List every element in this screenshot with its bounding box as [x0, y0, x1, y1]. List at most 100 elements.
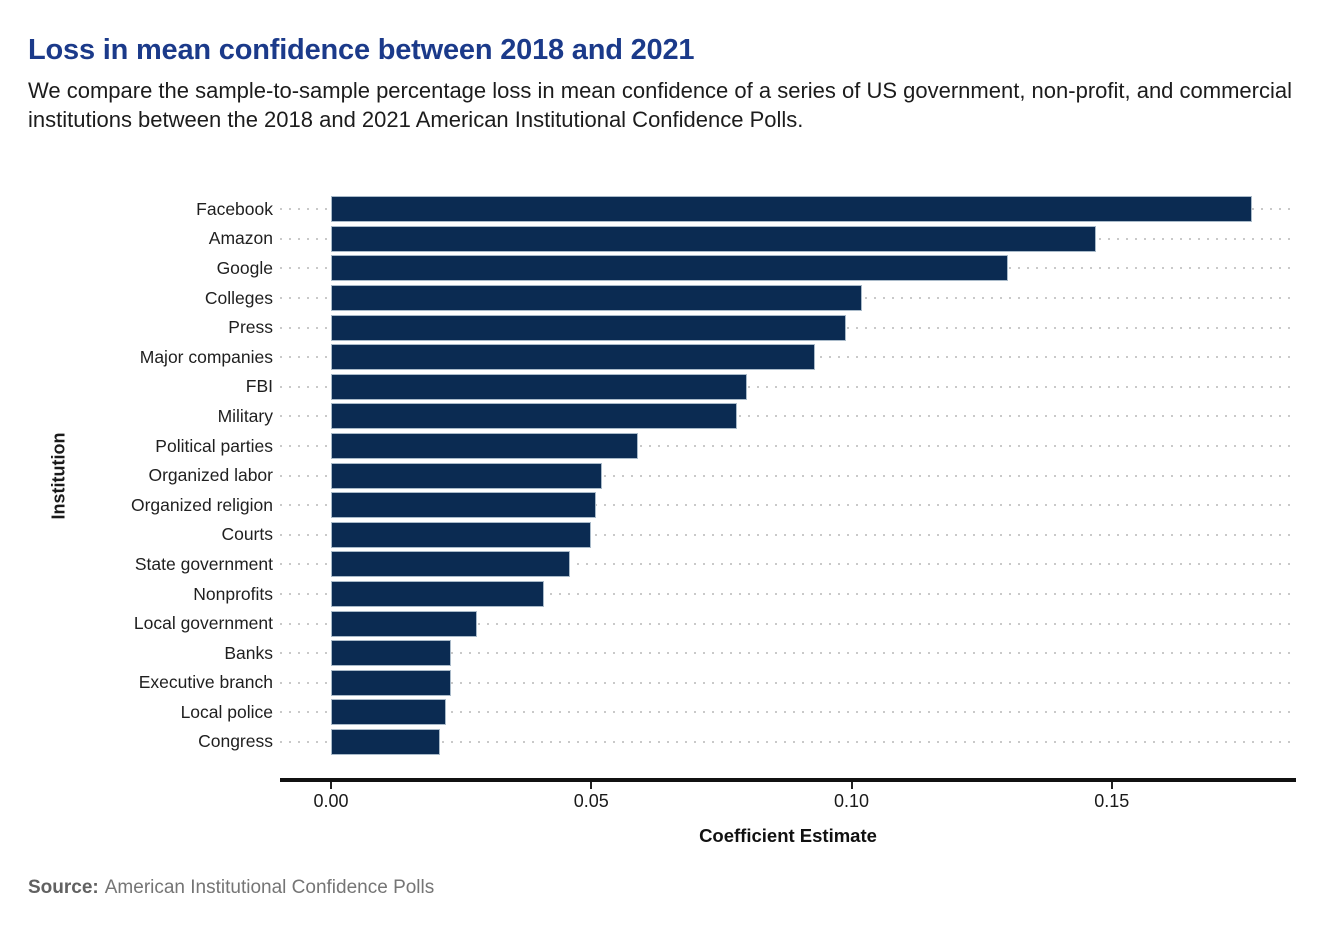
- category-label: Press: [228, 317, 273, 338]
- category-label: Nonprofits: [193, 583, 273, 604]
- plot-cell: [280, 224, 1296, 254]
- bar: [331, 669, 451, 696]
- category-label: Colleges: [204, 287, 273, 308]
- chart-row: Major companies: [28, 342, 1296, 372]
- gridline-dotted: [280, 711, 1292, 714]
- bar: [331, 314, 847, 341]
- chart-row: Press: [28, 313, 1296, 343]
- chart-row: Colleges: [28, 283, 1296, 313]
- gridline-dotted: [280, 445, 1292, 448]
- plot-cell: [280, 490, 1296, 520]
- source-note: Source: American Institutional Confidence…: [28, 877, 1296, 899]
- axis-spacer: [28, 757, 280, 816]
- figure-container: Loss in mean confidence between 2018 and…: [28, 34, 1296, 899]
- bar: [331, 373, 748, 400]
- bar: [331, 581, 545, 608]
- chart-row: Local government: [28, 609, 1296, 639]
- bar: [331, 403, 737, 430]
- chart-row: Executive branch: [28, 668, 1296, 698]
- chart-row: Amazon: [28, 224, 1296, 254]
- y-axis-title: Institution: [48, 432, 69, 519]
- bar: [331, 699, 446, 726]
- category-label: Courts: [221, 524, 273, 545]
- chart-subtitle: We compare the sample-to-sample percenta…: [28, 78, 1292, 133]
- bar: [331, 492, 597, 519]
- gridline-dotted: [280, 474, 1292, 477]
- bar: [331, 344, 816, 371]
- bar: [331, 255, 1008, 282]
- x-tick-label: 0.10: [833, 790, 870, 811]
- x-tick-mark: [1110, 781, 1113, 789]
- category-label: Local government: [133, 613, 273, 634]
- category-label: Organized labor: [148, 465, 273, 486]
- bar: [331, 640, 451, 667]
- chart-row: Banks: [28, 638, 1296, 668]
- gridline-dotted: [280, 681, 1292, 684]
- x-axis-title: Coefficient Estimate: [699, 824, 877, 846]
- category-label: Organized religion: [130, 494, 273, 515]
- plot-cell: [280, 550, 1296, 580]
- plot-cell: [280, 313, 1296, 343]
- chart-row: State government: [28, 550, 1296, 580]
- plot-cell: [280, 579, 1296, 609]
- x-tick-mark: [330, 781, 332, 789]
- plot-cell: [280, 283, 1296, 313]
- category-label: Major companies: [139, 346, 273, 367]
- x-tick-mark: [850, 781, 853, 789]
- category-label: Congress: [198, 731, 273, 752]
- gridline-dotted: [280, 385, 1292, 388]
- bar: [331, 433, 639, 460]
- bar: [331, 225, 1097, 252]
- gridline-dotted: [280, 415, 1292, 418]
- chart-row: Local police: [28, 698, 1296, 728]
- x-axis-title-row: Coefficient Estimate: [28, 816, 1296, 847]
- category-label: Executive branch: [138, 672, 273, 693]
- plot-cell: [280, 609, 1296, 639]
- bar: [331, 285, 862, 312]
- category-label: Facebook: [196, 198, 273, 219]
- plot-cell: [280, 342, 1296, 372]
- bar: [331, 728, 441, 755]
- category-label: State government: [134, 553, 273, 574]
- plot-cell: [280, 461, 1296, 491]
- chart-row: Google: [28, 254, 1296, 284]
- gridline-dotted: [280, 622, 1292, 625]
- gridline-dotted: [280, 652, 1292, 655]
- chart-row: Nonprofits: [28, 579, 1296, 609]
- chart-row: Military: [28, 402, 1296, 432]
- chart-row: FBI: [28, 372, 1296, 402]
- category-label: Political parties: [155, 435, 273, 456]
- category-label: Amazon: [208, 228, 273, 249]
- x-axis-area: 0.00 0.05 0.10 0.15: [280, 757, 1296, 816]
- plot-cell: [280, 402, 1296, 432]
- plot-cell: [280, 668, 1296, 698]
- x-tick-label: 0.05: [573, 790, 609, 811]
- category-label: FBI: [245, 376, 273, 397]
- x-tick-label: 0.00: [313, 790, 349, 811]
- x-axis-ticks: 0.00 0.05 0.10 0.15: [280, 781, 1296, 816]
- chart-row: Organized religion: [28, 490, 1296, 520]
- plot-cell: [280, 520, 1296, 550]
- x-axis: 0.00 0.05 0.10 0.15: [28, 757, 1296, 816]
- category-label: Banks: [224, 642, 273, 663]
- chart-row: Courts: [28, 520, 1296, 550]
- source-text: American Institutional Confidence Polls: [104, 876, 435, 898]
- chart-row: Facebook: [28, 195, 1296, 225]
- bar: [331, 462, 602, 489]
- category-label: Google: [216, 257, 273, 278]
- gridline-dotted: [280, 533, 1292, 536]
- plot-cell: [280, 727, 1296, 757]
- x-tick-mark: [590, 781, 593, 789]
- plot-cell: [280, 698, 1296, 728]
- plot-cell: [280, 254, 1296, 284]
- category-label: Military: [217, 405, 273, 426]
- gridline-dotted: [280, 563, 1292, 566]
- chart-row: Congress: [28, 727, 1296, 757]
- plot-cell: [280, 638, 1296, 668]
- plot-cell: [280, 431, 1296, 461]
- x-tick-label: 0.15: [1094, 790, 1130, 811]
- x-axis-title-area: Coefficient Estimate: [280, 816, 1296, 847]
- axis-spacer: [28, 816, 280, 847]
- bar: [331, 521, 592, 548]
